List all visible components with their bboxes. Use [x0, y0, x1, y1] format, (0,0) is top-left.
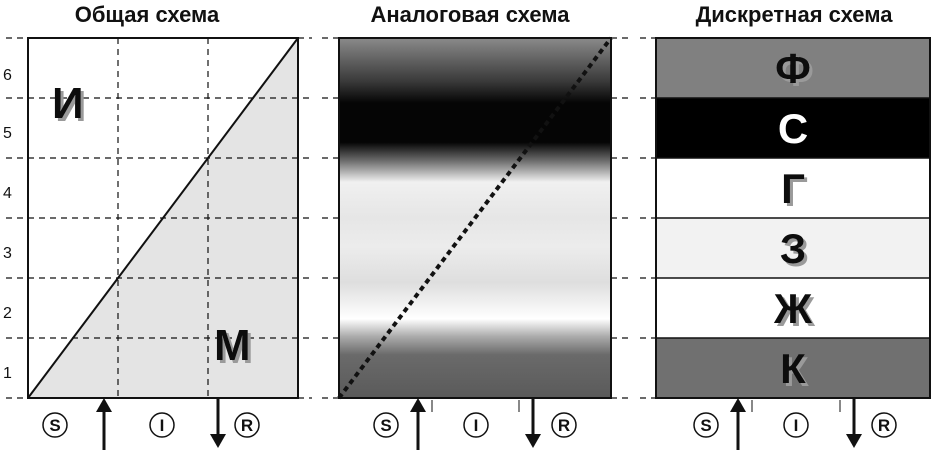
label-lower-m: М	[214, 321, 251, 370]
arrow-down-icon	[525, 434, 541, 448]
band-z	[656, 218, 930, 278]
band-label-z: З	[780, 225, 806, 272]
general-diagonal	[27, 37, 299, 399]
general-scheme-panel: И М	[6, 37, 312, 399]
label-s: S	[49, 416, 60, 435]
arrow-up-icon	[410, 398, 426, 412]
band-label-g: Г	[781, 165, 805, 212]
y-tick-1: 1	[3, 365, 12, 382]
circle-s	[693, 412, 719, 438]
y-tick-3: 3	[3, 245, 12, 262]
band-label-s: С	[778, 105, 808, 152]
circle-i	[783, 412, 809, 438]
circle-s	[373, 412, 399, 438]
y-tick-6: 6	[3, 67, 12, 84]
bottom-markers-general: S I R	[42, 398, 260, 450]
arrow-up-icon	[96, 398, 112, 412]
label-s: S	[700, 416, 711, 435]
label-r: R	[878, 416, 890, 435]
bottom-markers-analog: S I R	[373, 398, 577, 450]
circle-s	[42, 412, 68, 438]
analog-dotted-diagonal	[337, 36, 613, 400]
circle-i	[463, 412, 489, 438]
y-tick-4: 4	[3, 185, 12, 202]
title-discrete: Дискретная схема	[696, 2, 894, 27]
circle-i	[149, 412, 175, 438]
y-axis-ticks: 1 2 3 4 5 6	[3, 67, 12, 382]
discrete-grid-ticks	[640, 37, 656, 399]
general-frame	[27, 37, 299, 399]
circle-r	[234, 412, 260, 438]
label-s: S	[380, 416, 391, 435]
band-label-zh: Ж	[773, 285, 813, 332]
title-general: Общая схема	[75, 2, 220, 27]
circle-r	[551, 412, 577, 438]
analog-grid-ticks	[322, 37, 630, 399]
analog-frame	[338, 37, 612, 399]
bottom-markers-discrete: S I R	[693, 398, 897, 450]
label-upper-i: И	[52, 79, 84, 128]
title-analog: Аналоговая схема	[370, 2, 570, 27]
label-r: R	[241, 416, 253, 435]
band-label-f: Ф	[775, 45, 811, 92]
label-r: R	[558, 416, 570, 435]
band-zh	[656, 278, 930, 338]
band-g	[656, 158, 930, 218]
label-i: I	[794, 416, 799, 435]
band-k	[656, 338, 930, 398]
discrete-frame	[655, 37, 931, 399]
label-i: I	[160, 416, 165, 435]
arrow-down-icon	[846, 434, 862, 448]
analog-scheme-panel	[322, 36, 630, 400]
band-dividers	[656, 97, 930, 339]
band-label-k: К	[780, 345, 806, 392]
y-tick-2: 2	[3, 305, 12, 322]
band-s	[656, 98, 930, 158]
general-grid	[6, 37, 312, 399]
circle-r	[871, 412, 897, 438]
arrow-down-icon	[210, 434, 226, 448]
label-i: I	[474, 416, 479, 435]
band-f	[656, 38, 930, 98]
discrete-scheme-panel: Ф С Г З Ж К	[640, 37, 931, 399]
y-tick-5: 5	[3, 125, 12, 142]
arrow-up-icon	[730, 398, 746, 412]
